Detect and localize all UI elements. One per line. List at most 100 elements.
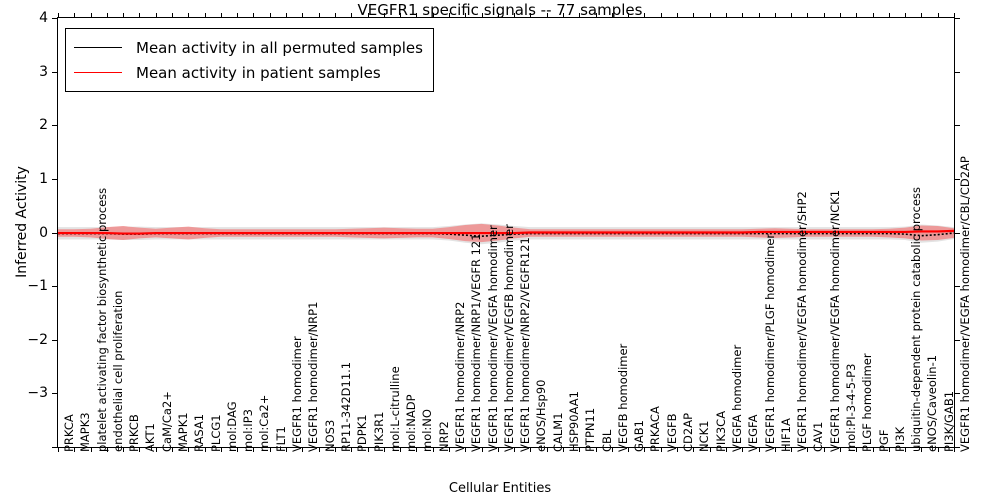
x-axis-tick-label: PRKACA <box>648 406 663 452</box>
x-axis-tick-top <box>416 13 418 18</box>
y-axis-tick <box>52 71 58 73</box>
x-axis-tick <box>742 447 744 452</box>
x-axis-tick-label: VEGFR1 homodimer/VEGFA homodimer/SHP2 <box>795 191 810 452</box>
x-axis-tick-top <box>888 13 890 18</box>
legend-entry-permuted: Mean activity in all permuted samples <box>74 35 423 60</box>
x-axis-tick-top <box>937 13 939 18</box>
x-axis-tick-label: mol:Ca2+ <box>257 394 272 452</box>
y-axis-tick-right <box>954 232 960 234</box>
x-axis-tick <box>465 447 467 452</box>
x-axis-tick-top <box>334 13 336 18</box>
y-axis-tick-right <box>954 447 960 448</box>
x-axis-tick-label: GAB1 <box>632 420 647 452</box>
x-axis-tick-top <box>595 13 597 18</box>
x-axis-tick <box>693 447 695 452</box>
x-axis-tick <box>172 447 174 452</box>
x-axis-tick-label: PLGF homodimer <box>860 353 875 452</box>
x-axis-tick-label: VEGFR1 homodimer/VEGFA homodimer/NCK1 <box>827 189 842 452</box>
x-axis-tick <box>823 447 825 452</box>
x-axis-tick-top <box>172 13 174 18</box>
x-axis-tick-label: PDPK1 <box>355 414 370 452</box>
x-axis-tick <box>628 447 630 452</box>
x-axis-tick-top <box>237 13 239 18</box>
y-axis-tick-label: 2 <box>39 117 48 134</box>
x-axis-tick-label: mol:NO <box>420 409 435 452</box>
chart-title: VEGFR1 specific signals -- 77 samples <box>357 1 643 19</box>
x-axis-tick-top <box>302 13 304 18</box>
x-axis-tick-label: VEGFR1 homodimer/NRP1/VEGFR 121 <box>469 233 484 452</box>
x-axis-tick-top <box>644 13 646 18</box>
x-axis-tick <box>269 447 271 452</box>
x-axis-label: Cellular Entities <box>448 481 552 496</box>
x-axis-tick-top <box>318 13 320 18</box>
x-axis-tick-label: PIK3R1 <box>371 411 386 453</box>
x-axis-tick <box>123 447 125 452</box>
x-axis-tick-top <box>139 13 141 18</box>
x-axis-tick <box>188 447 190 452</box>
x-axis-tick-label: eNOS/Hsp90 <box>534 379 549 452</box>
x-axis-tick <box>481 447 483 452</box>
x-axis-tick-label: mol:PI-3-4-5-P3 <box>843 363 858 452</box>
x-axis-tick-top <box>351 13 353 18</box>
x-axis-tick <box>497 447 499 452</box>
x-axis-tick-label: VEGFR1 homodimer/VEGFB homodimer <box>501 224 516 452</box>
x-axis-tick-label: PTPN11 <box>583 407 598 452</box>
x-axis-tick-top <box>660 13 662 18</box>
x-axis-tick-label: mol:NADP <box>404 394 419 452</box>
x-axis-tick-label: VEGFR1 homodimer/NRP2/VEGFR121 <box>518 237 533 452</box>
y-axis-tick-label: −1 <box>27 278 48 295</box>
x-axis-tick <box>611 447 613 452</box>
x-axis-tick <box>155 447 157 452</box>
x-axis-tick <box>839 447 841 452</box>
x-axis-tick-top <box>628 13 630 18</box>
x-axis-tick <box>905 447 907 452</box>
y-axis-tick-right <box>954 178 960 180</box>
x-axis-tick-top <box>514 13 516 18</box>
x-axis-tick <box>90 447 92 452</box>
x-axis-tick <box>579 447 581 452</box>
x-axis-tick-label: FLT1 <box>273 426 288 452</box>
x-axis-tick-label: CALM1 <box>550 412 565 452</box>
x-axis-tick <box>400 447 402 452</box>
x-axis-tick-label: HSP90AA1 <box>567 391 582 452</box>
legend-swatch-black-line <box>74 47 122 48</box>
x-axis-tick-label: VEGFR1 homodimer/PLGF homodimer <box>762 233 777 452</box>
x-axis-tick-top <box>693 13 695 18</box>
x-axis-tick-top <box>155 13 157 18</box>
y-axis-tick-label: 1 <box>39 170 48 187</box>
x-axis-tick-top <box>725 13 727 18</box>
x-axis-tick <box>318 447 320 452</box>
x-axis-tick <box>416 447 418 452</box>
x-axis-tick-label: CD2AP <box>681 412 696 452</box>
x-axis-tick-label: MAPK1 <box>176 412 191 452</box>
x-axis-tick-top <box>188 13 190 18</box>
x-axis-tick-top <box>448 13 450 18</box>
legend-swatch-red-line <box>74 72 122 73</box>
y-axis-tick-right <box>954 18 960 19</box>
x-axis-tick <box>677 447 679 452</box>
y-axis-tick-right <box>954 125 960 127</box>
x-axis-tick <box>220 447 222 452</box>
x-axis-tick-top <box>367 13 369 18</box>
x-axis-tick-top <box>383 13 385 18</box>
y-axis-tick-right <box>954 393 960 395</box>
x-axis-tick-label: VEGFR1 homodimer/VEGFA homodimer <box>485 225 500 452</box>
x-axis-tick-label: HIF1A <box>778 418 793 452</box>
x-axis-tick-top <box>839 13 841 18</box>
x-axis-tick-label: PI3K/GAB1 <box>941 390 956 452</box>
x-axis-tick-top <box>286 13 288 18</box>
x-axis-tick-label: RP11-342D11.1 <box>338 361 353 452</box>
x-axis-tick <box>725 447 727 452</box>
x-axis-tick-label: platelet activating factor biosynthetic … <box>94 187 109 452</box>
x-axis-tick <box>286 447 288 452</box>
x-axis-tick <box>530 447 532 452</box>
legend-label-permuted: Mean activity in all permuted samples <box>136 38 423 57</box>
y-axis-tick-label: −2 <box>27 331 48 348</box>
x-axis-tick-label: VEGFR1 homodimer <box>290 336 305 452</box>
y-axis-tick-right <box>954 339 960 341</box>
x-axis-tick-label: PRKCB <box>127 414 142 452</box>
y-axis-tick <box>52 125 58 127</box>
x-axis-tick-label: mol:IP3 <box>241 409 256 452</box>
x-axis-tick-label: mol:L-citrulline <box>387 366 402 452</box>
